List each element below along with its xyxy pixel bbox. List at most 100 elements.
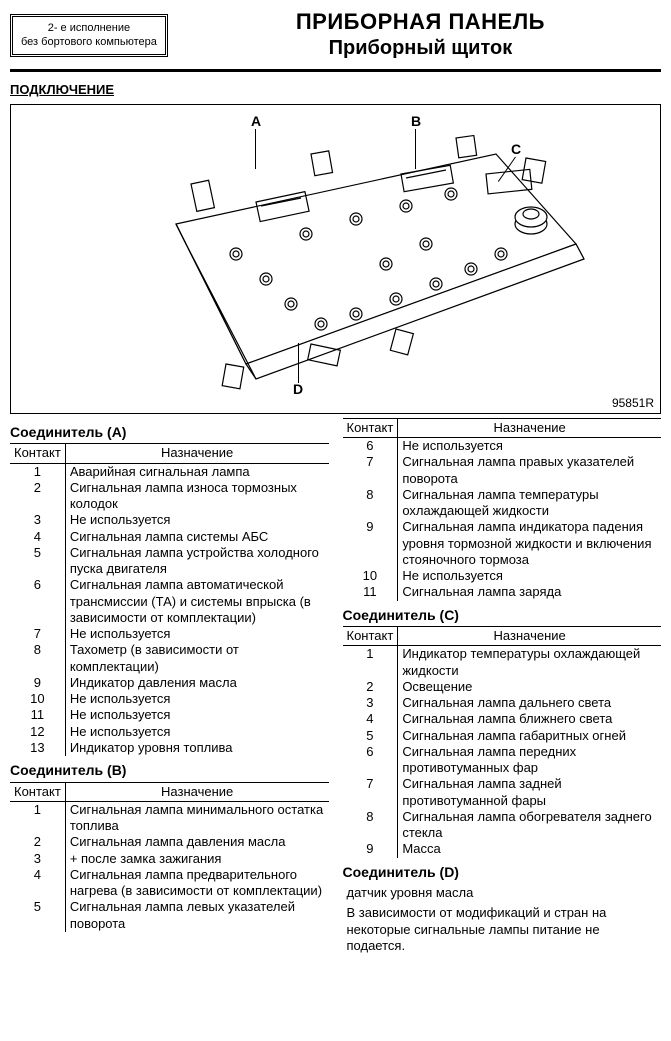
desc-cell: + после замка зажигания [65, 851, 328, 867]
table-row: 10Не используется [343, 568, 662, 584]
pin-cell: 5 [10, 899, 65, 932]
col-desc: Назначение [398, 418, 661, 437]
desc-cell: Сигнальная лампа габаритных огней [398, 728, 661, 744]
variant-box: 2- е исполнение без бортового компьютера [10, 14, 168, 57]
pin-cell: 9 [10, 675, 65, 691]
table-row: 10Не используется [10, 691, 329, 707]
desc-cell: Не используется [65, 512, 328, 528]
content-columns: Соединитель (А) Контакт Назначение 1Авар… [10, 418, 661, 956]
col-desc: Назначение [65, 782, 328, 801]
pin-cell: 2 [343, 679, 398, 695]
desc-cell: Не используется [65, 626, 328, 642]
diagram-label-d: D [293, 381, 303, 399]
connector-d-note2: В зависимости от модификаций и стран на … [343, 903, 662, 956]
table-row: 11Сигнальная лампа заряда [343, 584, 662, 600]
diagram-svg [56, 114, 616, 404]
col-pin: Контакт [10, 444, 65, 463]
col-desc: Назначение [65, 444, 328, 463]
diagram-box: A B C D 95851R [10, 104, 661, 414]
table-row: 8Тахометр (в зависимости от комплектации… [10, 642, 329, 675]
table-row: 4Сигнальная лампа ближнего света [343, 711, 662, 727]
table-row: 8Сигнальная лампа обогревателя заднего с… [343, 809, 662, 842]
desc-cell: Масса [398, 841, 661, 857]
pin-cell: 2 [10, 480, 65, 513]
variant-line2: без бортового компьютера [21, 36, 157, 48]
col-pin: Контакт [10, 782, 65, 801]
table-row: 7Сигнальная лампа правых указателей пово… [343, 454, 662, 487]
diagram-code: 95851R [612, 396, 654, 411]
left-column: Соединитель (А) Контакт Назначение 1Авар… [10, 418, 329, 956]
pin-cell: 1 [10, 801, 65, 834]
pin-cell: 6 [10, 577, 65, 626]
leader-d [298, 343, 299, 383]
pin-cell: 3 [343, 695, 398, 711]
table-row: 9Индикатор давления масла [10, 675, 329, 691]
pin-cell: 4 [343, 711, 398, 727]
pin-cell: 11 [10, 707, 65, 723]
pin-cell: 3 [10, 851, 65, 867]
variant-line1: 2- е исполнение [48, 22, 130, 34]
table-row: 2Освещение [343, 679, 662, 695]
desc-cell: Сигнальная лампа дальнего света [398, 695, 661, 711]
desc-cell: Сигнальная лампа ближнего света [398, 711, 661, 727]
desc-cell: Сигнальная лампа задней противотуманной … [398, 776, 661, 809]
table-row: 5Сигнальная лампа левых указателей повор… [10, 899, 329, 932]
desc-cell: Индикатор температуры охлаждающей жидкос… [398, 646, 661, 679]
table-row: 1Индикатор температуры охлаждающей жидко… [343, 646, 662, 679]
desc-cell: Сигнальная лампа предварительного нагрев… [65, 867, 328, 900]
desc-cell: Сигнальная лампа минимального остатка то… [65, 801, 328, 834]
section-label: ПОДКЛЮЧЕНИЕ [10, 82, 661, 98]
pin-cell: 2 [10, 834, 65, 850]
table-row: 11Не используется [10, 707, 329, 723]
desc-cell: Не используется [65, 707, 328, 723]
pin-cell: 9 [343, 841, 398, 857]
pin-cell: 10 [10, 691, 65, 707]
connector-c-title: Соединитель (С) [343, 607, 662, 625]
table-row: 3Сигнальная лампа дальнего света [343, 695, 662, 711]
right-column: Контакт Назначение 6Не используется7Сигн… [343, 418, 662, 956]
leader-b [415, 129, 416, 169]
desc-cell: Сигнальная лампа левых указателей поворо… [65, 899, 328, 932]
desc-cell: Сигнальная лампа температуры охлаждающей… [398, 487, 661, 520]
pin-cell: 6 [343, 438, 398, 455]
pin-cell: 6 [343, 744, 398, 777]
connector-d-title: Соединитель (D) [343, 864, 662, 882]
table-row: 5Сигнальная лампа устройства холодного п… [10, 545, 329, 578]
table-row: 6Не используется [343, 438, 662, 455]
desc-cell: Сигнальная лампа устройства холодного пу… [65, 545, 328, 578]
table-row: 3Не используется [10, 512, 329, 528]
col-pin: Контакт [343, 418, 398, 437]
pin-cell: 4 [10, 867, 65, 900]
desc-cell: Индикатор уровня топлива [65, 740, 328, 756]
pin-cell: 5 [10, 545, 65, 578]
desc-cell: Сигнальная лампа системы АБС [65, 529, 328, 545]
pin-cell: 1 [10, 463, 65, 480]
connector-b-title: Соединитель (В) [10, 762, 329, 780]
connector-a-table: Контакт Назначение 1Аварийная сигнальная… [10, 443, 329, 756]
desc-cell: Аварийная сигнальная лампа [65, 463, 328, 480]
connector-b2-table: Контакт Назначение 6Не используется7Сигн… [343, 418, 662, 601]
table-row: 7Не используется [10, 626, 329, 642]
pin-cell: 7 [343, 454, 398, 487]
table-row: 1Сигнальная лампа минимального остатка т… [10, 801, 329, 834]
pin-cell: 12 [10, 724, 65, 740]
diagram-label-b: B [411, 113, 421, 131]
desc-cell: Сигнальная лампа автоматической трансмис… [65, 577, 328, 626]
table-row: 4Сигнальная лампа предварительного нагре… [10, 867, 329, 900]
table-row: 7Сигнальная лампа задней противотуманной… [343, 776, 662, 809]
desc-cell: Сигнальная лампа давления масла [65, 834, 328, 850]
col-pin: Контакт [343, 627, 398, 646]
pin-cell: 10 [343, 568, 398, 584]
table-row: 4Сигнальная лампа системы АБС [10, 529, 329, 545]
table-row: 9Сигнальная лампа индикатора падения уро… [343, 519, 662, 568]
leader-a [255, 129, 256, 169]
table-row: 2Сигнальная лампа давления масла [10, 834, 329, 850]
page-header: 2- е исполнение без бортового компьютера… [10, 8, 661, 72]
desc-cell: Не используется [65, 691, 328, 707]
connector-a-title: Соединитель (А) [10, 424, 329, 442]
pin-cell: 3 [10, 512, 65, 528]
table-row: 6Сигнальная лампа передних противотуманн… [343, 744, 662, 777]
pin-cell: 8 [343, 809, 398, 842]
table-row: 6Сигнальная лампа автоматической трансми… [10, 577, 329, 626]
desc-cell: Не используется [398, 438, 661, 455]
